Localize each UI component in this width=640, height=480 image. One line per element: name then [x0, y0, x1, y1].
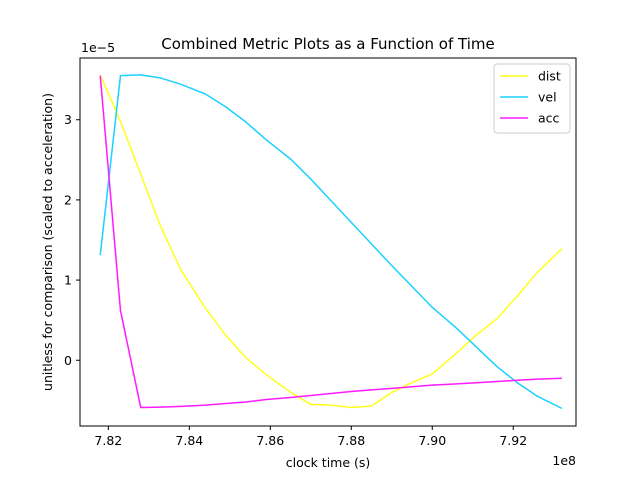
x-tick-label: 7.90 [418, 433, 446, 448]
y-offset-label: 1e−5 [81, 40, 115, 55]
y-axis-label: unitless for comparison (scaled to accel… [40, 93, 55, 391]
y-tick-label: 1 [64, 273, 72, 288]
legend: dist vel acc [493, 63, 571, 134]
x-tick-label: 7.84 [175, 433, 203, 448]
series-line-vel [99, 74, 563, 410]
legend-label-vel: vel [538, 90, 557, 105]
y-tick-label: 0 [64, 353, 72, 368]
x-axis: 7.82 7.84 7.86 7.88 7.90 7.92 [94, 426, 527, 448]
x-tick-label: 7.86 [256, 433, 284, 448]
x-tick-label: 7.92 [499, 433, 527, 448]
y-tick-label: 3 [64, 112, 72, 127]
plot-area [79, 57, 577, 427]
x-tick-label: 7.88 [337, 433, 365, 448]
x-offset-label: 1e8 [552, 453, 576, 468]
y-tick-label: 2 [64, 192, 72, 207]
chart-title: Combined Metric Plots as a Function of T… [161, 35, 494, 53]
x-axis-label: clock time (s) [286, 455, 371, 470]
legend-label-dist: dist [538, 69, 561, 84]
y-axis: 0 1 2 3 [64, 112, 80, 368]
legend-box [493, 63, 571, 134]
axes-frame [79, 57, 577, 427]
series-line-dist [99, 74, 563, 409]
x-tick-label: 7.82 [94, 433, 122, 448]
series-line-acc [99, 75, 562, 409]
legend-label-acc: acc [538, 111, 560, 126]
